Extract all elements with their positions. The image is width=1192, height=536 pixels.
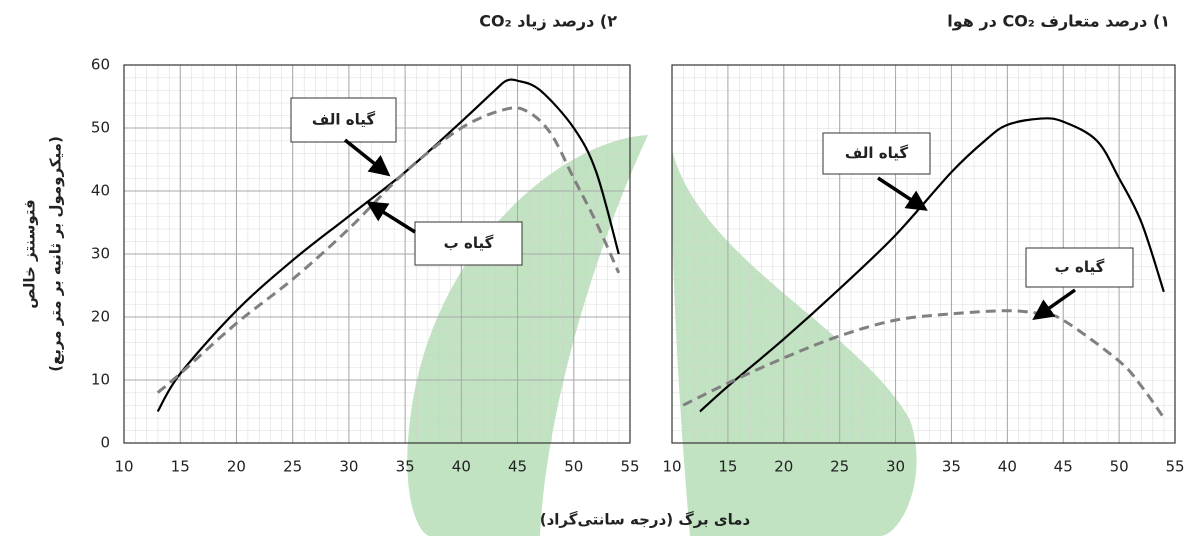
x-tick-label: 20 [774,458,793,476]
y-tick-label: 50 [91,119,110,137]
annotation-box [822,132,931,175]
x-tick-label: 55 [1165,458,1184,476]
series-line [156,106,621,394]
y-axis-label: فتوسنتز خالص [21,199,39,308]
x-tick-label: 25 [830,458,849,476]
x-tick-label: 15 [171,458,190,476]
series-line [682,309,1166,419]
annotation-label: گیاه ب [1055,258,1105,276]
x-tick-label: 10 [662,458,681,476]
chart-title: ۱) درصد متعارف CO₂ در هوا [947,12,1170,31]
y-tick-label: 30 [91,245,110,263]
x-tick-label: 20 [227,458,246,476]
x-tick-label: 25 [283,458,302,476]
x-tick-label: 50 [1110,458,1129,476]
y-axis-label: (میکرومول بر ثانیه بر متر مربع) [47,136,65,372]
annotation-label: گیاه الف [312,111,375,129]
x-tick-label: 35 [942,458,961,476]
annotation-box [290,97,397,143]
annotation-label: گیاه الف [845,144,908,162]
annotation-label: گیاه ب [444,234,494,252]
y-tick-label: 10 [91,371,110,389]
y-tick-label: 20 [91,308,110,326]
series-line [156,78,620,413]
annotation-box [1025,247,1134,288]
plot-frame [123,64,631,444]
y-tick-label: 0 [100,434,110,452]
x-tick-label: 30 [886,458,905,476]
plot-frame [671,64,1176,444]
chart-title: ۲) درصد زیاد CO₂ [479,12,617,31]
annotation-box [414,221,523,266]
y-tick-label: 40 [91,182,110,200]
x-tick-label: 45 [508,458,527,476]
x-axis-label: دمای برگ (درجه سانتی‌گراد) [540,511,751,529]
x-tick-label: 15 [718,458,737,476]
annotation-arrow [343,138,391,177]
x-tick-label: 30 [339,458,358,476]
x-tick-label: 35 [396,458,415,476]
x-tick-label: 40 [998,458,1017,476]
x-tick-label: 10 [114,458,133,476]
x-tick-label: 40 [452,458,471,476]
annotation-arrow [877,176,928,211]
annotation-arrow [366,201,416,234]
y-tick-label: 60 [91,56,110,74]
series-line [699,117,1165,413]
annotation-arrow [1032,288,1077,321]
x-tick-label: 50 [564,458,583,476]
x-tick-label: 45 [1054,458,1073,476]
x-tick-label: 55 [620,458,639,476]
